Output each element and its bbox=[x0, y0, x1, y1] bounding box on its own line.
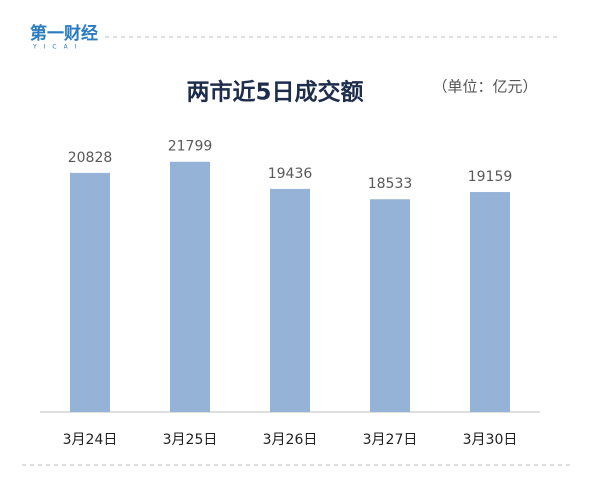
x-tick-label: 3月27日 bbox=[363, 432, 418, 448]
x-tick-label: 3月26日 bbox=[263, 432, 318, 448]
x-tick-label: 3月24日 bbox=[63, 432, 118, 448]
chart-title: 两市近5日成交额 bbox=[186, 79, 363, 106]
logo-sub: YICAI bbox=[32, 44, 84, 51]
bar bbox=[470, 192, 510, 412]
bar bbox=[270, 188, 310, 412]
value-label: 19436 bbox=[268, 166, 313, 182]
value-label: 21799 bbox=[168, 139, 213, 155]
bar bbox=[70, 172, 110, 412]
logo-name: 第一财经 bbox=[30, 23, 98, 44]
value-label: 20828 bbox=[68, 150, 113, 166]
value-label: 19159 bbox=[468, 169, 513, 185]
value-label: 18533 bbox=[368, 176, 413, 192]
x-tick-label: 3月30日 bbox=[463, 432, 518, 448]
bar bbox=[170, 161, 210, 412]
chart-subtitle: （单位：亿元） bbox=[432, 78, 537, 96]
x-tick-label: 3月25日 bbox=[163, 432, 218, 448]
bar bbox=[370, 199, 410, 412]
